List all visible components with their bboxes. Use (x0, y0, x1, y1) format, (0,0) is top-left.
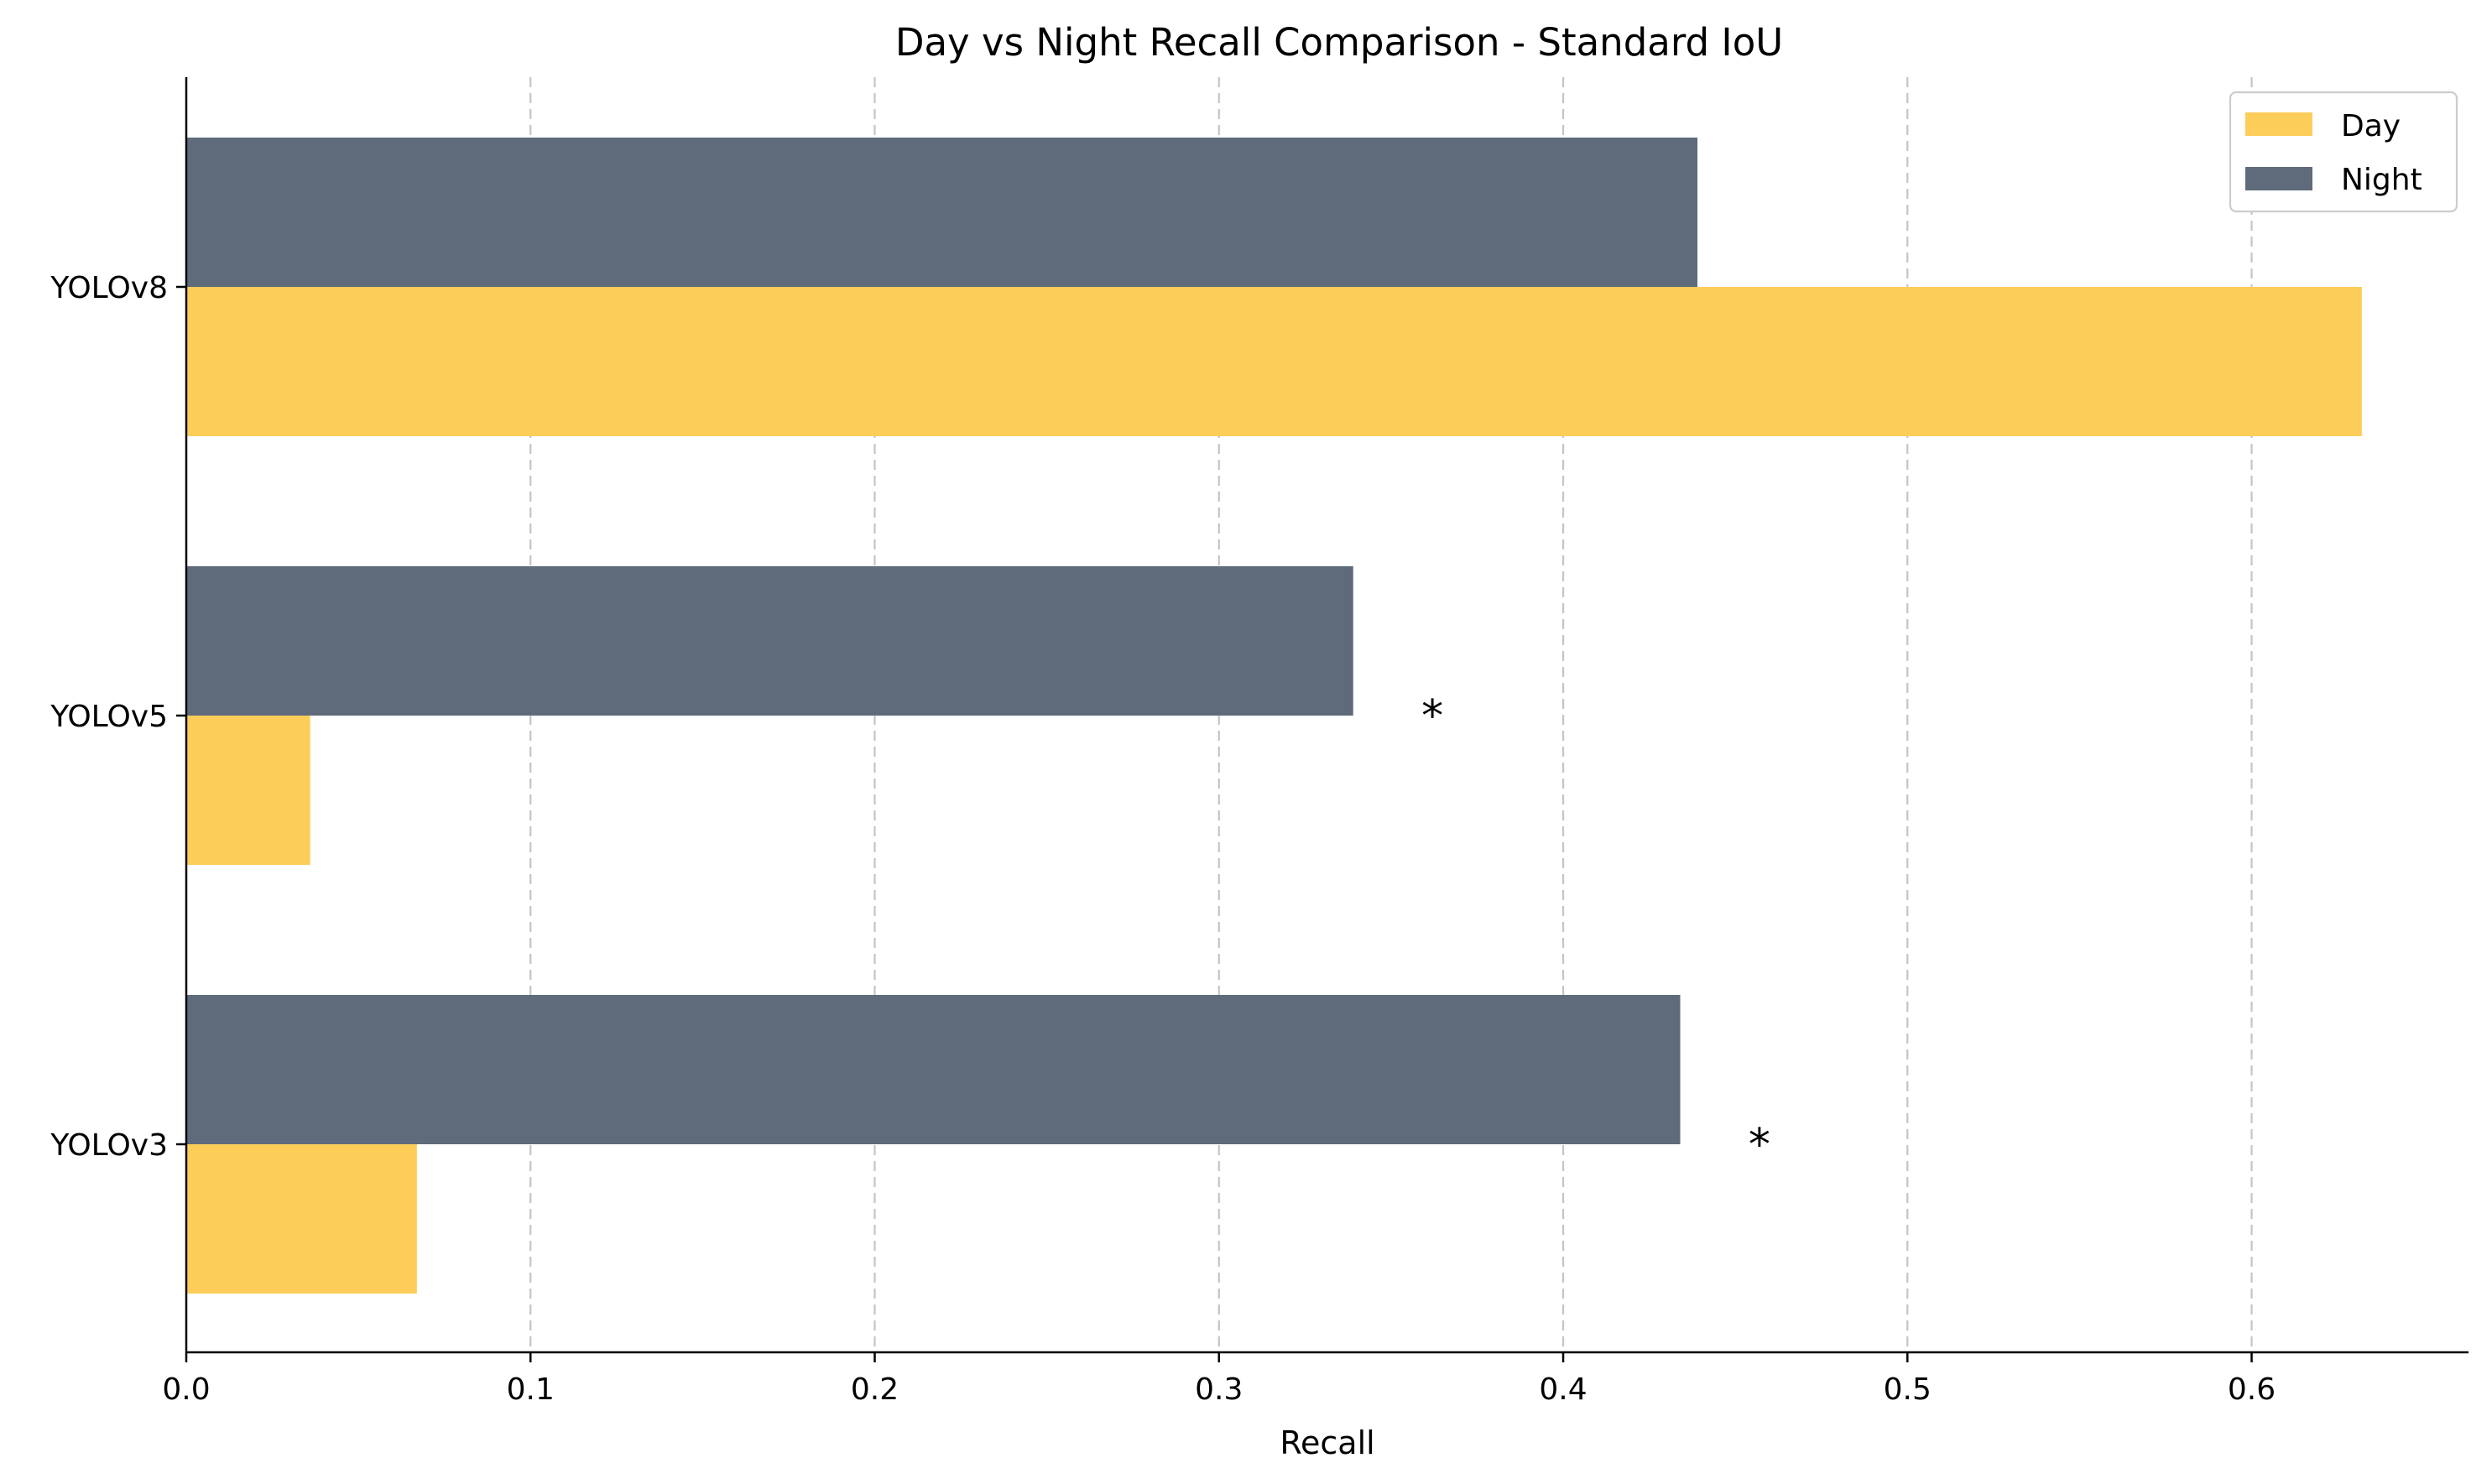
legend-label-day: Day (2341, 109, 2401, 143)
bars (186, 138, 2362, 1294)
y-ticks: YOLOv8 YOLOv5 YOLOv3 (50, 271, 186, 1163)
x-axis-label: Recall (1280, 1424, 1374, 1461)
bar-day-yolov5 (186, 716, 310, 865)
y-tick-label-yolov5: YOLOv5 (50, 700, 168, 734)
bar-night-yolov5 (186, 566, 1353, 716)
x-tick-label-0-3: 0.3 (1195, 1372, 1243, 1407)
bar-day-yolov8 (186, 287, 2362, 436)
legend: Day Night (2229, 91, 2458, 213)
annotation-yolov5: * (1421, 691, 1443, 742)
legend-swatch-night (2245, 167, 2312, 190)
legend-swatch-day (2245, 112, 2312, 136)
x-tick-label-0-6: 0.6 (2228, 1372, 2276, 1407)
bar-night-yolov8 (186, 138, 1698, 287)
x-tick-label-0-2: 0.2 (851, 1372, 899, 1407)
y-tick-label-yolov3: YOLOv3 (50, 1128, 168, 1163)
x-tick-label-0-0: 0.0 (162, 1372, 210, 1407)
bar-day-yolov3 (186, 1144, 417, 1294)
x-tick-label-0-1: 0.1 (507, 1372, 555, 1407)
y-tick-label-yolov8: YOLOv8 (50, 271, 168, 305)
bar-night-yolov3 (186, 995, 1681, 1144)
x-tick-label-0-5: 0.5 (1884, 1372, 1932, 1407)
legend-label-night: Night (2341, 163, 2422, 197)
x-tick-label-0-4: 0.4 (1539, 1372, 1587, 1407)
annotation-yolov3: * (1749, 1120, 1770, 1170)
annotations: ** (1421, 691, 1770, 1170)
chart-title: Day vs Night Recall Comparison - Standar… (895, 20, 1783, 65)
x-ticks: 0.0 0.1 0.2 0.3 0.4 0.5 0.6 (162, 1352, 2276, 1407)
